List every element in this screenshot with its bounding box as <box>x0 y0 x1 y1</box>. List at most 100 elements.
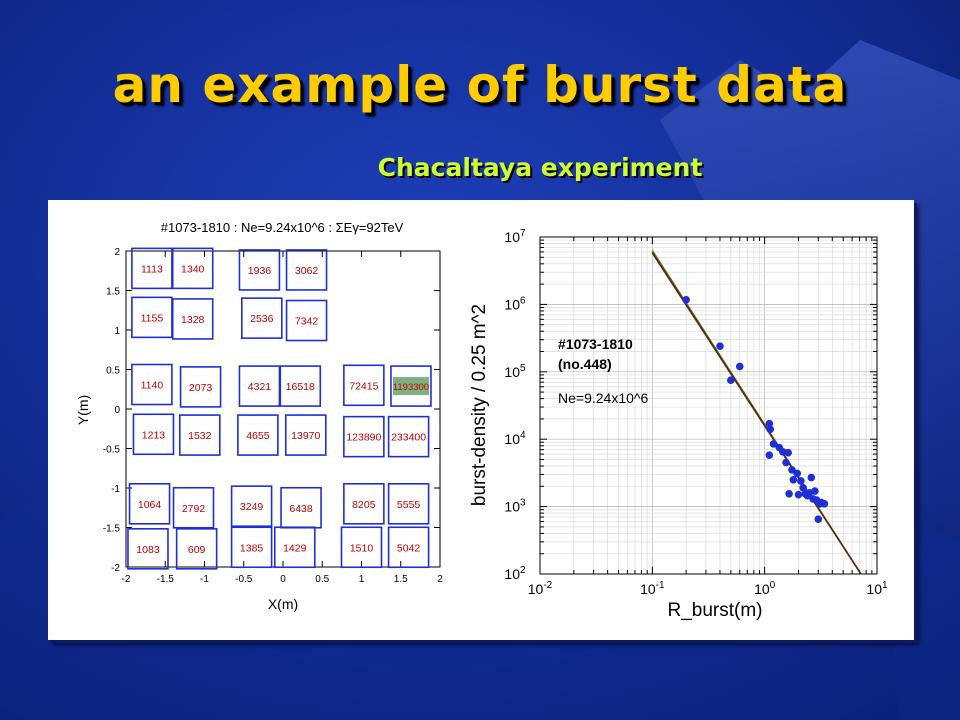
map-y-tick-label: -1.5 <box>103 524 121 535</box>
burst-data-point <box>785 489 793 498</box>
detector-cell: 1385 <box>230 526 273 569</box>
detector-box <box>238 249 281 291</box>
burst-data-point <box>727 376 735 385</box>
detector-cell: 1083 <box>127 528 169 570</box>
burst-y-tick-label: 107 <box>504 228 526 245</box>
detector-box <box>387 526 430 569</box>
detector-cell: 7342 <box>285 299 328 342</box>
detector-value: 1532 <box>188 430 212 442</box>
detector-box <box>343 482 385 525</box>
detector-box <box>285 249 328 291</box>
detector-cell: 1328 <box>171 298 214 340</box>
burst-data-point <box>794 490 803 499</box>
burst-y-tick-label: 105 <box>504 363 526 380</box>
map-y-tick-label: 1.5 <box>106 287 120 298</box>
map-y-axis-label: Y(m) <box>75 395 91 425</box>
map-x-tick-label: 2 <box>437 574 443 585</box>
burst-data-point <box>793 469 802 478</box>
detector-box <box>171 247 214 290</box>
map-x-tick-label: -1.5 <box>157 574 175 585</box>
detector-box <box>273 526 316 569</box>
detector-box <box>178 414 221 456</box>
map-y-tick-label: -2 <box>111 563 120 574</box>
burst-y-axis-label: burst-density / 0.25 m^2 <box>469 304 490 506</box>
burst-data-point <box>765 419 774 428</box>
detector-cell: 609 <box>175 528 218 570</box>
detector-value: 5555 <box>397 499 421 511</box>
detector-value: 1083 <box>136 544 160 556</box>
map-x-tick-label: -1 <box>200 574 209 585</box>
detector-cell: 1064 <box>128 482 171 525</box>
detector-value: 6438 <box>289 503 313 515</box>
detector-value: 233400 <box>391 432 426 444</box>
map-y-tick-label: -0.5 <box>103 445 121 456</box>
burst-x-tick-label: 10-2 <box>528 580 553 597</box>
detector-cell: 123890 <box>343 415 385 458</box>
detector-value: 16518 <box>286 381 315 393</box>
burst-annotation-event: #1073-1810 <box>558 336 633 352</box>
detector-box <box>127 528 169 570</box>
burst-x-tick-label: 101 <box>866 580 888 597</box>
detector-box <box>171 298 214 340</box>
detector-map-chart: #1073-1810 : Ne=9.24x10^6 : ΣEγ=92TeV 11… <box>75 220 443 612</box>
detector-value: 1155 <box>141 312 164 324</box>
detector-cell: 3062 <box>285 249 328 291</box>
detector-cell: 2792 <box>172 486 215 529</box>
burst-data-point <box>769 440 778 448</box>
detector-box <box>179 366 222 408</box>
detector-value: 7342 <box>295 316 319 328</box>
detector-box <box>279 365 322 407</box>
map-y-tick-label: 2 <box>114 247 120 258</box>
detector-box <box>390 365 432 407</box>
detector-cell: 1140 <box>131 363 173 406</box>
detector-cell: 4321 <box>238 365 281 407</box>
detector-cell: 1155 <box>131 296 173 339</box>
burst-x-tick-label: 10-1 <box>640 580 665 597</box>
burst-data-point <box>682 296 690 304</box>
detector-value: 3249 <box>240 501 264 513</box>
detector-box <box>172 486 215 529</box>
burst-data-point <box>766 425 774 434</box>
detector-cell: 5042 <box>387 526 430 569</box>
burst-annotation-number: (no.448) <box>558 356 612 372</box>
map-x-tick-label: 1.5 <box>394 574 408 585</box>
detector-box <box>285 299 328 342</box>
detector-value: 72415 <box>349 380 378 392</box>
detector-box <box>284 414 327 456</box>
burst-data-point <box>799 484 807 492</box>
burst-x-axis-label: R_burst(m) <box>667 600 762 621</box>
detector-value: 1193300 <box>393 382 429 393</box>
figure-panel: #1073-1810 : Ne=9.24x10^6 : ΣEγ=92TeV 11… <box>48 200 914 640</box>
burst-y-tick-label: 106 <box>504 295 526 312</box>
map-y-tick-label: 0 <box>114 405 120 416</box>
map-y-tick-label: 1 <box>114 326 120 337</box>
burst-data-point <box>782 458 790 467</box>
burst-data-point <box>820 500 829 508</box>
detector-cell: 5555 <box>387 482 430 525</box>
detector-cell: 1113 <box>131 247 173 290</box>
detector-value: 1113 <box>141 263 163 275</box>
detector-value: 1064 <box>138 499 162 511</box>
burst-data-point <box>735 362 744 371</box>
detector-cell: 2536 <box>241 297 283 339</box>
detector-value: 3062 <box>295 265 319 277</box>
detector-value: 4321 <box>248 381 272 393</box>
burst-data-point <box>797 477 805 485</box>
detector-box <box>175 528 218 570</box>
burst-data-point <box>784 448 793 457</box>
detector-cell: 3249 <box>230 485 273 527</box>
detector-cell: 72415 <box>343 364 385 407</box>
detector-value: 8205 <box>352 499 376 511</box>
detector-value: 123890 <box>346 432 381 444</box>
burst-x-tick-label: 100 <box>754 580 776 597</box>
detector-cell: 2073 <box>179 366 222 408</box>
detector-cell: 1193300 <box>390 365 432 407</box>
burst-density-chart: 10-2 10-1 100 101 102 103 104 105 106 107 #1073-1… <box>469 228 888 621</box>
slide-subtitle: Chacaltaya experiment <box>377 153 703 182</box>
detector-value: 1429 <box>283 542 307 554</box>
detector-value: 13970 <box>291 430 320 442</box>
detector-cell: 1936 <box>238 249 281 291</box>
detector-box <box>343 364 385 407</box>
detector-box <box>132 413 175 456</box>
detector-box <box>131 363 173 406</box>
